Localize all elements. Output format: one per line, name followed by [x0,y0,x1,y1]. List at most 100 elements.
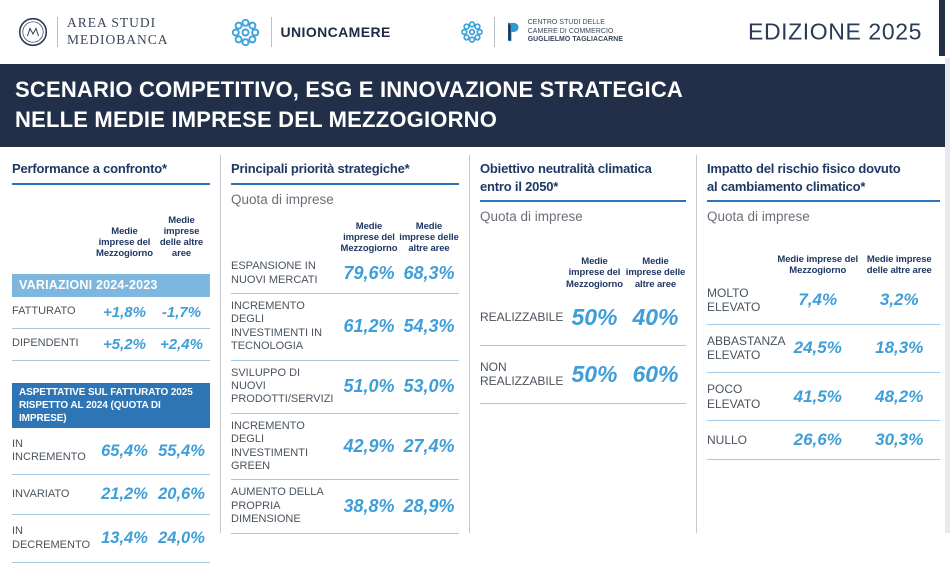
value-altre-aree: 3,2% [879,290,919,310]
column-title: Principali priorità strategiche* [231,160,459,178]
value-altre-aree: 48,2% [875,386,924,406]
tagliacarne-line1: CENTRO STUDI DELLE [527,18,605,26]
column-priorita-strategiche: Principali priorità strategiche* Quota d… [231,147,459,534]
value-mezzogiorno: 24,5% [793,338,842,358]
logo-unioncamere: UNIONCAMERE [229,16,391,49]
row-label: POCO ELEVATO [707,382,761,411]
page-edge-strip [945,58,950,533]
value-mezzogiorno: 65,4% [101,441,148,460]
table-row: FATTURATO +1,8% -1,7% [12,297,210,329]
banner-aspettative: ASPETTATIVE SUL FATTURATO 2025 RISPETTO … [12,382,210,428]
column-title-line: entro il 2050* [480,178,559,194]
value-altre-aree: 30,3% [875,430,924,450]
logo-divider [270,17,272,47]
col-header-mezzogiorno: Medie imprese del Mezzogiorno [777,254,859,277]
mediobanca-emblem-icon [18,17,48,47]
value-mezzogiorno: 61,2% [343,316,395,337]
table-row: IN INCREMENTO 65,4% 55,4% [12,428,210,476]
row-label: NON REALIZZABILE [480,359,564,389]
value-altre-aree: 54,3% [403,316,455,337]
row-label: ABBASTANZA ELEVATO [707,333,785,363]
column-rischio-fisico: Impatto del rischio fisico dovuto al cam… [707,147,940,533]
value-mezzogiorno: 13,4% [101,529,148,548]
col-header-altre-aree: Medie imprese delle altre aree [866,254,932,277]
value-mezzogiorno: +1,8% [103,303,146,321]
col-header-altre-aree: Medie imprese delle altre aree [399,220,459,254]
value-mezzogiorno: 21,2% [101,485,148,504]
logo-divider [57,17,58,47]
value-altre-aree: 60% [632,360,679,387]
col-header-altre-aree: Medie imprese delle altre aree [159,214,204,260]
logo-bar: AREA STUDI MEDIOBANCA UNIONCAMERE [0,0,950,64]
table-row: ABBASTANZA ELEVATO 24,5% 18,3% [707,325,940,373]
table-row: ESPANSIONE IN NUOVI MERCATI 79,6% 68,3% [231,254,459,294]
row-label: ESPANSIONE IN NUOVI MERCATI [231,260,318,286]
column-title: Performance a confronto* [12,160,210,178]
unioncamere-wordmark: UNIONCAMERE [280,24,391,40]
section-variazioni: VARIAZIONI 2024-2023 FATTURATO +1,8% -1,… [12,274,210,361]
column-subtitle: Quota di imprese [480,209,583,225]
tagliacarne-flower-icon [460,21,483,43]
row-label: SVILUPPO DI NUOVI PRODOTTI/SERVIZI [231,366,334,406]
value-mezzogiorno: 79,6% [343,263,395,284]
row-label: REALIZZABILE [480,309,564,324]
column-neutralita-climatica: Obiettivo neutralità climatica entro il … [480,147,686,533]
table-row: REALIZZABILE 50% 40% [480,290,686,346]
value-altre-aree: 18,3% [875,338,924,358]
tagliacarne-wordmark: CENTRO STUDI DELLE CAMERE DI COMMERCIO G… [528,19,623,46]
column-title: Obiettivo neutralità climatica entro il … [480,160,686,195]
tagliacarne-line3: GUGLIELMO TAGLIACARNE [527,36,624,44]
value-altre-aree: 20,6% [158,485,205,504]
mediobanca-line2: MEDIOBANCA [67,32,169,47]
value-altre-aree: +2,4% [160,335,203,353]
column-title-line: Impatto del rischio fisico dovuto [707,161,901,176]
table-row: MOLTO ELEVATO 7,4% 3,2% [707,277,940,325]
col-header-mezzogiorno: Medie imprese del Mezzogiorno [566,256,623,290]
edition-label: EDIZIONE 2025 [748,18,922,45]
logo-tagliacarne: CENTRO STUDI DELLE CAMERE DI COMMERCIO G… [459,17,623,47]
title-underline [707,200,940,203]
table-row: AUMENTO DELLA PROPRIA DIMENSIONE 38,8% 2… [231,480,459,534]
value-altre-aree: 24,0% [158,529,205,548]
value-mezzogiorno: 38,8% [343,496,395,517]
column-performance: Performance a confronto* Medie imprese d… [12,147,210,563]
value-mezzogiorno: 42,9% [343,436,395,457]
row-label: AUMENTO DELLA PROPRIA DIMENSIONE [231,486,324,526]
value-mezzogiorno: 51,0% [343,376,395,397]
mediobanca-line1: AREA STUDI [67,15,157,31]
mediobanca-wordmark: AREA STUDI MEDIOBANCA [67,15,169,49]
value-altre-aree: 40% [632,303,679,330]
value-mezzogiorno: 26,6% [793,430,842,450]
col-header-mezzogiorno: Medie imprese del Mezzogiorno [96,225,153,260]
section-aspettative: ASPETTATIVE SUL FATTURATO 2025 RISPETTO … [12,382,210,563]
value-altre-aree: -1,7% [161,303,202,321]
value-altre-aree: 55,4% [158,441,205,460]
col-header-mezzogiorno: Medie imprese del Mezzogiorno [340,220,398,254]
value-altre-aree: 27,4% [403,436,455,457]
table-row: NON REALIZZABILE 50% 60% [480,346,686,404]
table-row: INCREMENTO DEGLI INVESTIMENTI IN TECNOLO… [231,294,459,361]
column-title-line: Obiettivo neutralità climatica [480,161,652,176]
column-divider [469,155,470,533]
logo-divider [493,17,495,47]
table-header-row: Medie imprese del Mezzogiorno Medie impr… [231,221,459,255]
title-underline [480,200,686,203]
title-underline [12,182,210,185]
table-row: IN DECREMENTO 13,4% 24,0% [12,515,210,563]
table-row: NULLO 26,6% 30,3% [707,421,940,461]
banner-variazioni: VARIAZIONI 2024-2023 [12,274,210,297]
value-mezzogiorno: 7,4% [798,290,838,310]
row-label: NULLO [707,432,748,447]
table-header-row: Medie imprese del Mezzogiorno Medie impr… [707,254,940,276]
tagliacarne-line2: CAMERE DI COMMERCIO [527,27,614,35]
table-header-row: Medie imprese del Mezzogiorno Medie impr… [480,256,686,290]
logo-area-studi-mediobanca: AREA STUDI MEDIOBANCA [18,15,169,49]
row-label: INCREMENTO DEGLI INVESTIMENTI GREEN [231,419,309,473]
column-title-line: al cambiamento climatico* [707,178,866,194]
column-title: Impatto del rischio fisico dovuto al cam… [707,160,940,195]
column-subtitle: Quota di imprese [231,191,334,207]
header-corner-mark [939,0,945,56]
table-row: POCO ELEVATO 41,5% 48,2% [707,373,940,422]
row-label: IN INCREMENTO [12,437,86,464]
column-title-line: Performance a confronto* [12,161,167,176]
